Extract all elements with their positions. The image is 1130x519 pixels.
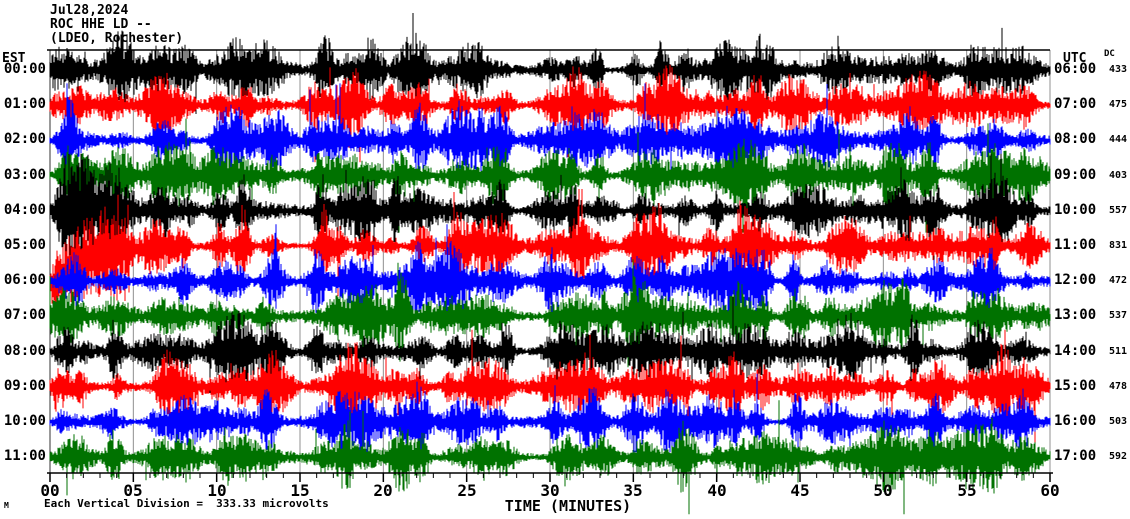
trace-0800-black [49,296,1051,409]
minute-label-25: 25 [457,481,477,500]
minute-label-20: 20 [373,481,393,500]
minute-label-05: 05 [123,481,143,500]
utc-header: UTC [1063,51,1087,66]
dc-value-472: 472 [1108,275,1127,286]
trace-0700-green [49,259,1051,374]
est-label-1000: 10:00 [3,413,46,429]
utc-label-1600: 16:00 [1054,413,1097,429]
est-header: EST [2,51,26,66]
dc-value-433: 433 [1108,64,1127,75]
utc-label-1400: 14:00 [1054,343,1097,359]
watermark: M [4,501,9,510]
minute-label-10: 10 [207,481,227,500]
dc-value-537: 537 [1108,310,1127,321]
time-axis-title: TIME (MINUTES) [504,497,632,515]
est-label-0400: 04:00 [3,202,46,218]
minute-label-35: 35 [623,481,643,500]
dc-header: DC [1104,49,1115,59]
dc-value-592: 592 [1108,451,1127,462]
trace-0400-black [49,153,1051,268]
utc-label-0700: 07:00 [1054,96,1097,112]
minute-label-45: 45 [790,481,810,500]
trace-0300-green [49,118,1051,233]
est-label-0200: 02:00 [3,131,46,147]
minute-label-60: 60 [1040,481,1060,500]
est-label-0700: 07:00 [3,307,46,323]
est-label-0800: 08:00 [3,343,46,359]
est-label-0100: 01:00 [3,96,46,112]
utc-label-1300: 13:00 [1054,307,1097,323]
dc-value-444: 444 [1108,134,1127,145]
trace-0100-red [49,64,1051,163]
est-label-0900: 09:00 [3,378,46,394]
dc-value-478: 478 [1108,381,1127,392]
minute-label-30: 30 [540,481,560,500]
dc-value-475: 475 [1108,99,1127,110]
utc-label-0800: 08:00 [1054,131,1097,147]
dc-value-557: 557 [1108,205,1127,216]
minute-label-55: 55 [957,481,977,500]
est-label-0000: 00:00 [3,61,46,77]
trace-1100-green [49,400,1051,515]
plot-title: Jul28,2024 ROC HHE LD -- (LDEO, Rocheste… [50,4,183,46]
minute-label-40: 40 [707,481,727,500]
utc-label-1000: 10:00 [1054,202,1097,218]
est-label-0300: 03:00 [3,167,46,183]
title-location: (LDEO, Rochester) [50,31,184,46]
utc-label-0900: 09:00 [1054,167,1097,183]
trace-0000-black [49,13,1051,114]
dc-value-831: 831 [1108,240,1127,251]
minute-label-50: 50 [873,481,893,500]
title-date: Jul28,2024 [50,3,129,18]
dc-value-403: 403 [1108,170,1127,181]
division-note: Each Vertical Division = 333.33 microvol… [44,497,329,510]
est-label-0600: 06:00 [3,272,46,288]
dc-value-503: 503 [1108,416,1127,427]
utc-label-1200: 12:00 [1054,272,1097,288]
dc-value-511: 511 [1108,346,1127,357]
utc-label-1700: 17:00 [1054,448,1097,464]
trace-0900-red [49,329,1051,444]
minute-label-00: 00 [40,481,60,500]
title-station: ROC HHE LD -- [50,17,152,32]
utc-label-1100: 11:00 [1054,237,1097,253]
trace-1000-blue [49,373,1051,461]
utc-label-1500: 15:00 [1054,378,1097,394]
trace-0200-blue [49,83,1051,182]
est-label-1100: 11:00 [3,448,46,464]
minute-label-15: 15 [290,481,310,500]
utc-label-0600: 06:00 [1054,61,1097,77]
est-label-0500: 05:00 [3,237,46,253]
